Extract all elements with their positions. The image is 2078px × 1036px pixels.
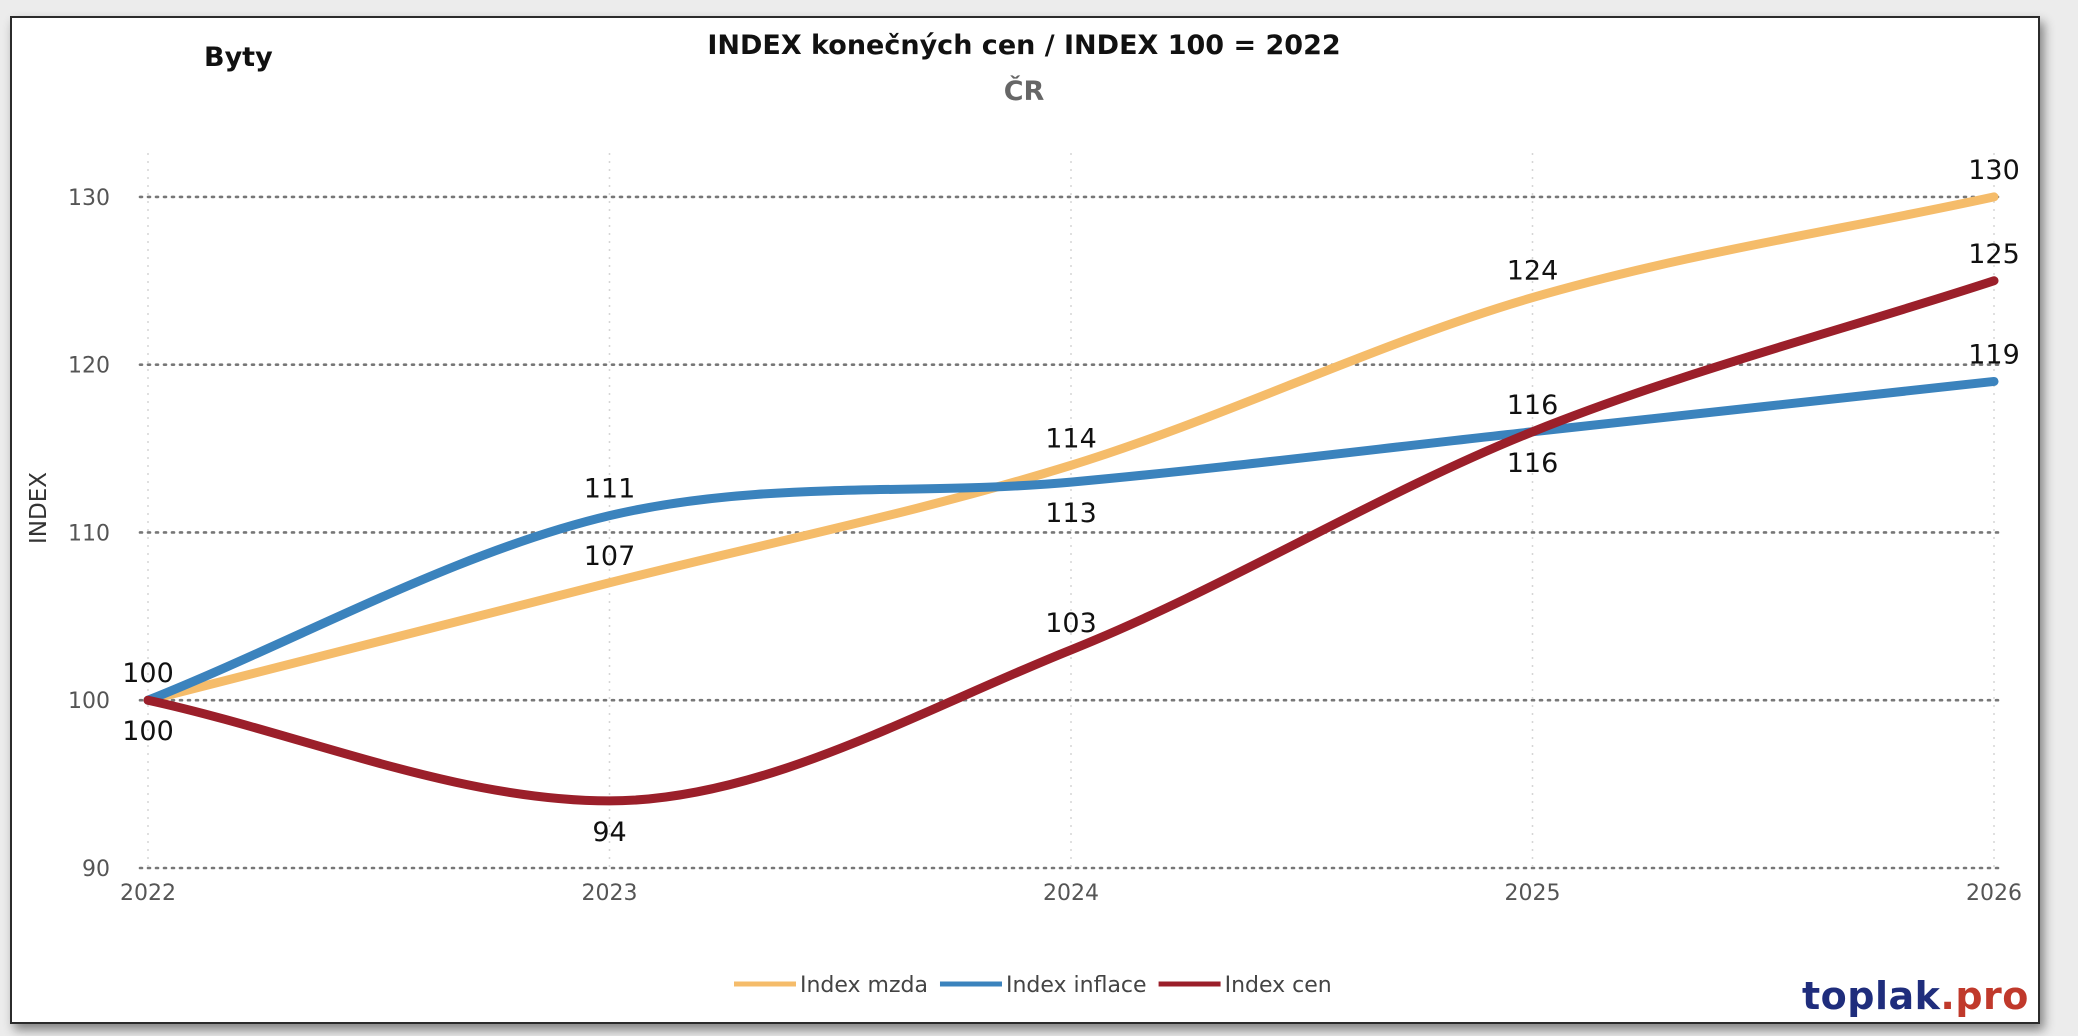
y-axis-label: INDEX (26, 472, 52, 544)
chart-subtitle: ČR (1004, 75, 1045, 107)
gridlines (138, 153, 2006, 870)
y-tick-120: 120 (68, 354, 110, 379)
data-label-index-inflace-2026: 119 (1968, 339, 2020, 370)
series-line-index-cen (143, 276, 1999, 806)
data-labels: 107 114 124 130 100 111 113 116 119 100 94 103 116 12… (122, 155, 2020, 848)
data-label-index-inflace-2024: 113 (1045, 498, 1097, 529)
brand-logo: toplak.pro (1802, 974, 2029, 1018)
x-tick-2025: 2025 (1505, 881, 1561, 906)
legend: Index mzda Index inflace Index cen (734, 973, 1332, 998)
series-line-index-inflace (143, 376, 1999, 705)
x-tick-labels: 2022 2023 2024 2025 2026 (120, 881, 2022, 906)
y-tick-90: 90 (82, 857, 110, 882)
data-label-index-mzda-2024: 114 (1045, 423, 1097, 454)
chart-frame: Byty INDEX konečných cen / INDEX 100 = 2… (10, 16, 2040, 1024)
chart-corner-label: Byty (204, 42, 273, 73)
chart: Byty INDEX konečných cen / INDEX 100 = 2… (26, 30, 2022, 998)
chart-title: INDEX konečných cen / INDEX 100 = 2022 (707, 30, 1340, 61)
brand-name: toplak (1802, 974, 1941, 1018)
x-tick-2022: 2022 (120, 881, 176, 906)
x-tick-2023: 2023 (582, 881, 638, 906)
data-label-index-cen-2023: 94 (592, 817, 626, 848)
x-tick-2026: 2026 (1966, 881, 2022, 906)
y-tick-130: 130 (68, 186, 110, 211)
legend-label-index-inflace: Index inflace (1006, 973, 1147, 998)
x-tick-2024: 2024 (1043, 881, 1099, 906)
data-label-index-cen-2022: 100 (122, 716, 174, 747)
data-label-index-mzda-2026: 130 (1968, 155, 2020, 186)
data-label-index-inflace-2025: 116 (1507, 448, 1559, 479)
data-label-index-mzda-2025: 124 (1507, 256, 1559, 287)
brand-suffix: .pro (1940, 974, 2029, 1018)
data-label-index-cen-2026: 125 (1968, 239, 2020, 270)
data-label-index-inflace-2023: 111 (584, 474, 636, 505)
data-label-index-cen-2025: 116 (1507, 390, 1559, 421)
y-tick-110: 110 (68, 521, 110, 546)
series-lines (143, 192, 1999, 806)
data-label-index-cen-2024: 103 (1045, 608, 1097, 639)
data-label-index-mzda-2023: 107 (584, 541, 636, 572)
legend-label-index-cen: Index cen (1225, 973, 1332, 998)
data-label-index-inflace-2022: 100 (122, 658, 174, 689)
y-tick-labels: 90 100 110 120 130 (68, 186, 110, 882)
legend-label-index-mzda: Index mzda (800, 973, 928, 998)
series-line-index-mzda (143, 192, 1999, 705)
y-tick-100: 100 (68, 689, 110, 714)
